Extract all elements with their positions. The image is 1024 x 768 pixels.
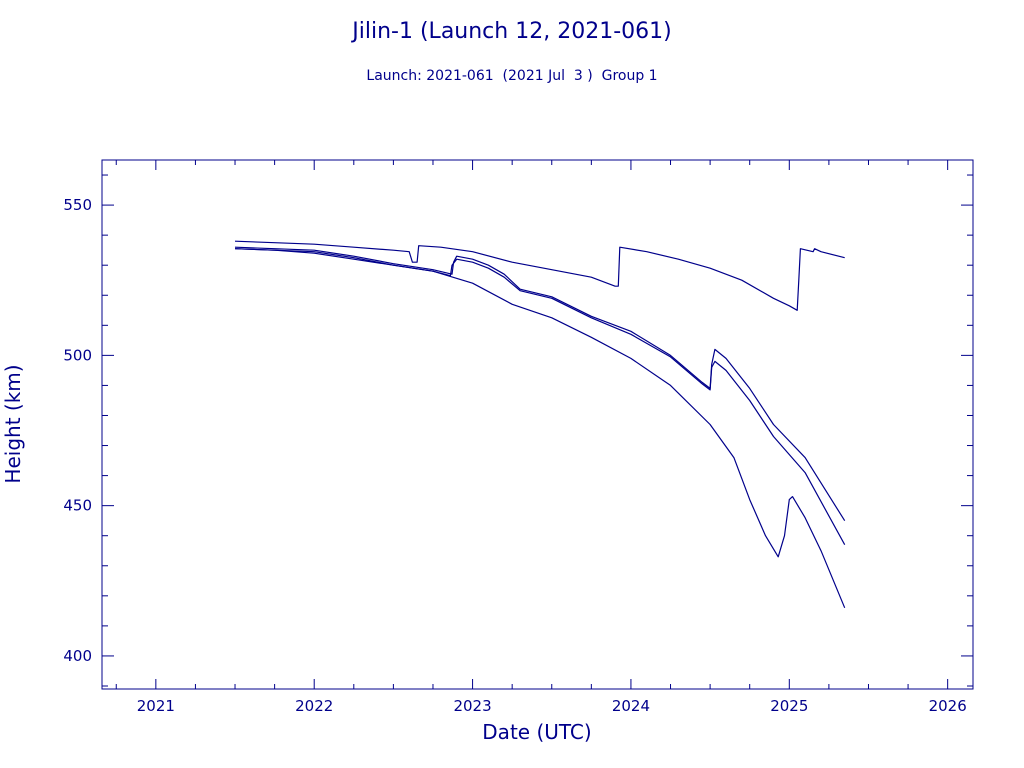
ticks-layer: 2021 2022 2023 2024 2025 2026 400 450 500 550 [63,160,973,715]
y-tick-label: 400 [63,647,92,665]
plot-area [101,159,974,690]
y-tick-label: 450 [63,497,92,515]
x-tick-label: 2021 [137,697,175,715]
x-tick-label: 2025 [770,697,808,715]
series-line-2 [234,246,846,522]
x-tick-label: 2023 [453,697,491,715]
chart-title: Jilin-1 (Launch 12, 2021-061) [350,19,671,44]
series-layer [234,240,846,609]
y-tick-label: 550 [63,196,92,214]
x-tick-label: 2024 [612,697,650,715]
plot-frame [101,159,974,690]
y-tick-label: 500 [63,346,92,364]
series-line-3 [234,248,846,545]
series-line-1 [234,240,845,311]
x-axis-label: Date (UTC) [482,720,591,744]
y-axis-label: Height (km) [1,364,25,483]
chart-subtitle: Launch: 2021-061 (2021 Jul 3 ) Group 1 [366,68,657,84]
series-line-4 [234,248,846,609]
x-tick-label: 2026 [929,697,967,715]
x-tick-label: 2022 [295,697,333,715]
